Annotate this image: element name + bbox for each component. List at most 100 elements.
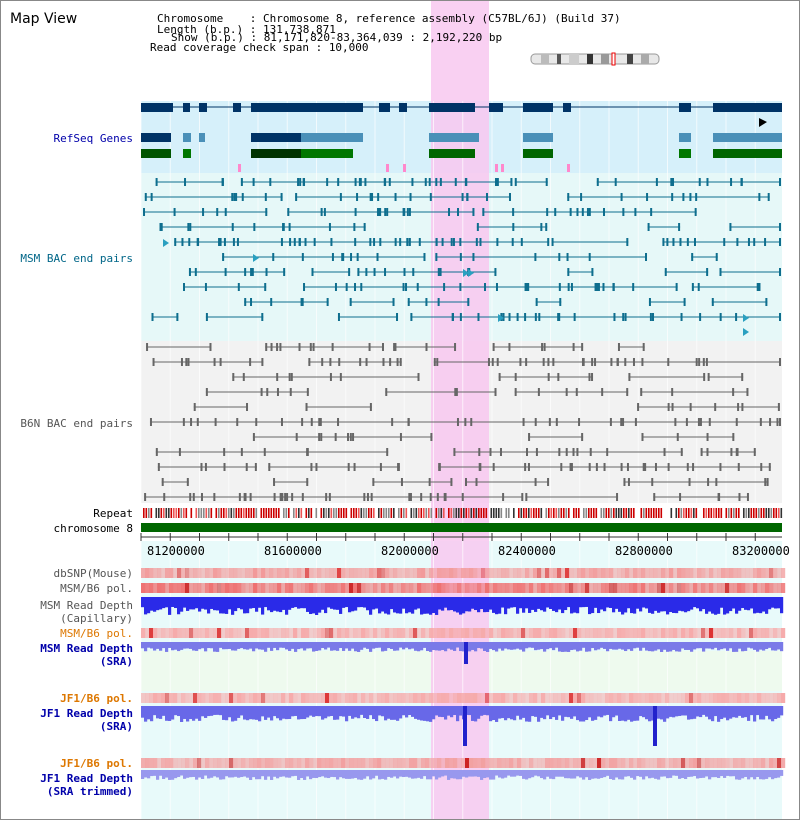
depth-bar [591,770,595,779]
heat-cell [681,568,686,578]
bac-end [626,388,629,396]
bac-end [692,463,695,471]
bac-end [492,343,495,351]
bac-end [457,208,460,216]
depth-bar [243,597,247,614]
heat-cell [573,568,578,578]
depth-bar [312,706,316,717]
heat-cell [417,568,422,578]
depth-bar [357,642,361,652]
heat-cell [633,628,638,638]
track-label-jf1-depth-sra[interactable]: JF1 Read Depth [40,707,133,720]
depth-bar [255,642,259,649]
heat-cell [477,583,482,593]
heat-cell [645,628,650,638]
depth-bar [657,642,661,650]
depth-bar [291,642,295,649]
depth-bar [528,770,532,779]
heat-cell [453,568,458,578]
heat-cell [473,568,478,578]
track-label-msm-depth-cap[interactable]: MSM Read Depth [40,599,133,612]
heat-cell [697,628,702,638]
heat-cell [545,583,550,593]
heat-cell [397,628,402,638]
bac-end [236,238,239,246]
heat-cell [181,628,186,638]
depth-bar [294,706,298,716]
heat-cell [345,568,350,578]
depth-bar [723,597,727,615]
track-label-refseq[interactable]: RefSeq Genes [53,132,133,145]
heat-cell [373,628,378,638]
gene-mark [238,164,241,172]
depth-bar [747,642,751,648]
depth-bar [771,770,775,780]
track-label-repeat[interactable]: Repeat [93,507,133,520]
depth-bar [159,770,163,776]
depth-bar [336,642,340,651]
heat-cell [521,693,526,703]
depth-bar [498,597,502,614]
track-label-jf1-pol-2[interactable]: JF1/B6 pol. [60,757,133,770]
depth-bar [432,770,436,777]
track-label-jf1-pol-1[interactable]: JF1/B6 pol. [60,692,133,705]
heat-cell [209,568,214,578]
depth-bar [420,642,424,651]
depth-bar [726,642,730,651]
depth-bar [729,642,733,649]
heat-cell [213,758,218,768]
depth-bar [531,706,535,717]
track-label-msm-pol-2[interactable]: MSM/B6 pol. [60,627,133,640]
heat-cell [357,693,362,703]
bac-end [187,223,190,231]
heat-cell [289,628,294,638]
bac-end [233,193,236,201]
bac-end [552,358,555,366]
heat-cell [201,628,206,638]
heat-cell [397,758,402,768]
bac-end [689,193,692,201]
track-label-msm-bac[interactable]: MSM BAC end pairs [20,252,133,265]
track-label-b6n-bac[interactable]: B6N BAC end pairs [20,417,133,430]
heat-cell [781,758,786,768]
depth-bar [165,706,169,721]
bac-end [559,298,562,306]
bac-end [295,433,298,441]
heat-cell [497,583,502,593]
heat-cell [469,628,474,638]
repeat-mark [778,508,780,518]
track-label-chromosome[interactable]: chromosome 8 [53,522,133,535]
heat-cell [329,693,334,703]
depth-bar [372,597,376,610]
bac-end [534,418,537,426]
track-label-dbsnp[interactable]: dbSNP(Mouse) [53,567,133,580]
bac-end [451,313,454,321]
heat-cell [597,583,602,593]
repeat-mark [145,508,148,518]
heat-cell [361,568,366,578]
heat-cell [649,758,654,768]
depth-bar [351,642,355,649]
heat-cell [245,628,250,638]
heat-cell [629,628,634,638]
coverage-label: Read coverage check span : [150,41,329,54]
depth-bar [537,770,541,777]
bac-end [386,448,389,456]
repeat-mark [345,508,348,518]
track-label-jf1-depth-trim[interactable]: JF1 Read Depth [40,772,133,785]
heat-cell [661,583,666,593]
track-label-msm-depth-sra[interactable]: MSM Read Depth [40,642,133,655]
depth-bar [561,642,565,652]
bac-end [326,298,329,306]
depth-bar [291,770,295,777]
depth-bar [348,706,352,716]
depth-bar [234,770,238,777]
bac-end [144,193,147,201]
depth-bar [426,597,430,614]
track-label-msm-pol-1[interactable]: MSM/B6 pol. [60,582,133,595]
depth-bar [723,706,727,718]
heat-cell [421,693,426,703]
heat-cell [453,583,458,593]
gene-mark [386,164,389,172]
